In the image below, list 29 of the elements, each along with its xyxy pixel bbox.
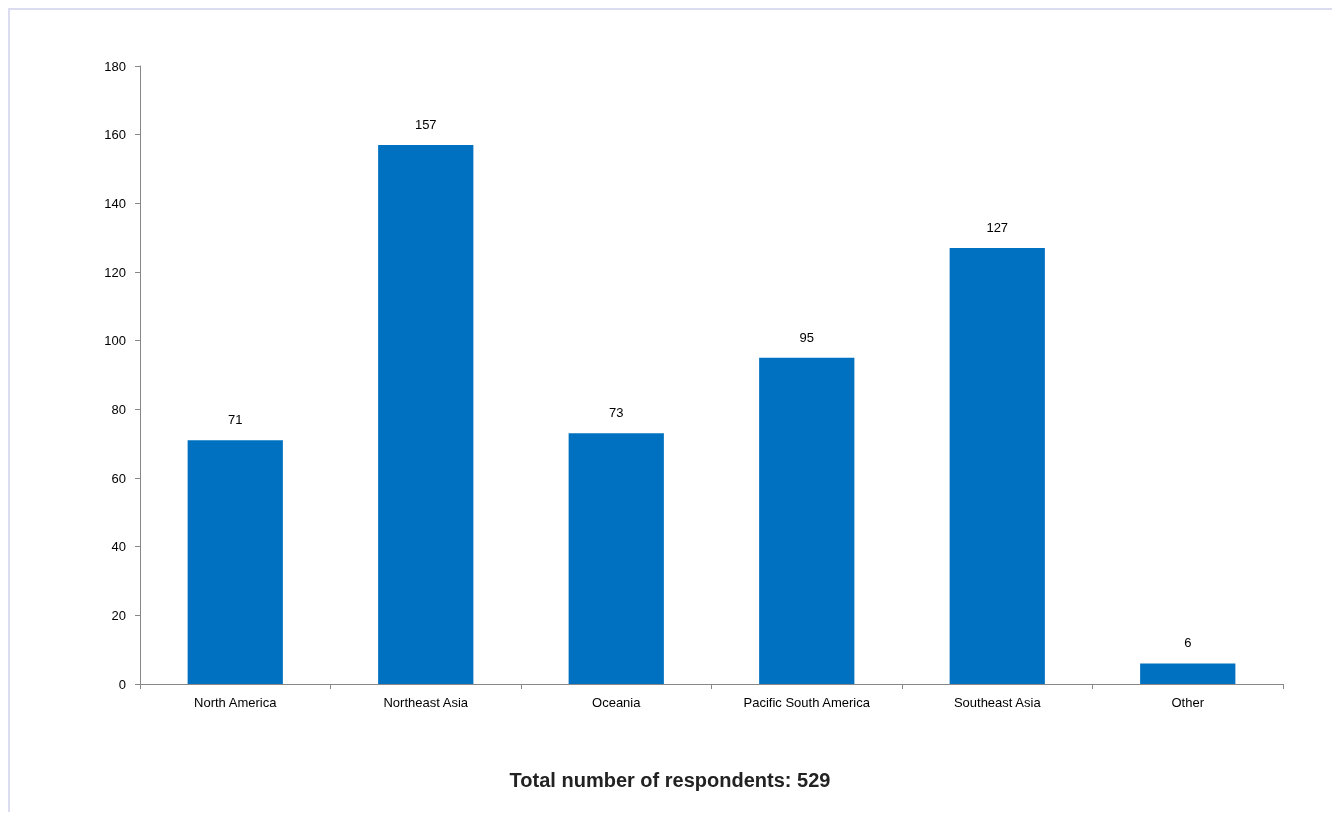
data-label: 73: [609, 405, 624, 421]
data-label: 95: [799, 329, 814, 345]
bar: [187, 440, 283, 684]
x-tick-label: North America: [194, 695, 278, 710]
x-tick-label: Southeast Asia: [953, 695, 1042, 710]
y-tick-label: 180: [104, 58, 126, 74]
bar: [949, 247, 1045, 684]
data-label: 127: [986, 219, 1009, 235]
data-label: 157: [414, 116, 437, 132]
y-tick-label: 120: [104, 264, 126, 280]
data-label: 6: [1184, 635, 1192, 651]
y-tick-label: 80: [111, 401, 126, 417]
y-tick-label: 40: [111, 539, 126, 555]
data-label: 71: [228, 412, 243, 428]
text: Total number of respondents: 529: [509, 769, 831, 791]
x-tick-label: Oceania: [592, 695, 642, 710]
bar: [1140, 663, 1236, 684]
y-tick-label: 160: [104, 127, 126, 143]
y-tick-label: 0: [118, 676, 126, 692]
bar: [378, 144, 474, 684]
bar: [568, 433, 664, 684]
y-tick-label: 60: [111, 470, 126, 486]
bar: [759, 357, 855, 684]
y-tick-label: 140: [104, 195, 126, 211]
y-tick-label: 100: [104, 333, 126, 349]
x-tick-label: Pacific South America: [743, 695, 871, 710]
x-tick-label: Northeast Asia: [383, 695, 469, 710]
y-tick-label: 20: [111, 607, 126, 623]
x-tick-label: Other: [1171, 695, 1205, 710]
